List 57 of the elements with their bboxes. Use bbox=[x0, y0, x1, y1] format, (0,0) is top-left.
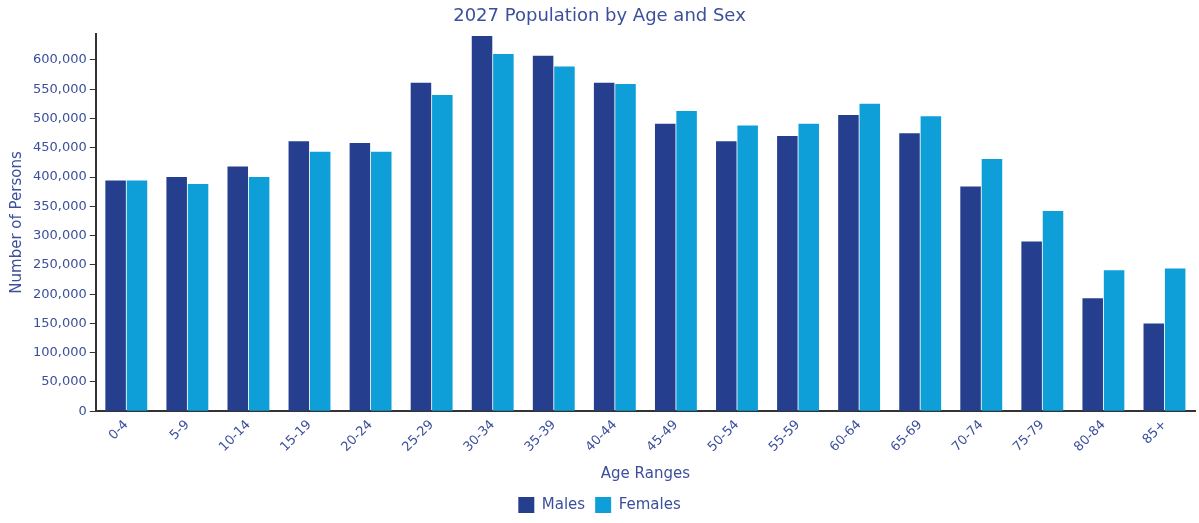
bar bbox=[859, 103, 881, 411]
y-tick-label: 300,000 bbox=[32, 226, 87, 242]
bar bbox=[1021, 241, 1042, 411]
bar bbox=[309, 151, 331, 411]
legend-label: Males bbox=[541, 494, 586, 513]
bar bbox=[126, 180, 148, 411]
bar bbox=[676, 110, 697, 411]
bar bbox=[105, 180, 126, 411]
y-tick-label: 550,000 bbox=[32, 80, 87, 96]
bar bbox=[288, 141, 310, 411]
bar bbox=[838, 114, 859, 411]
bar bbox=[1082, 298, 1103, 411]
y-tick-label: 150,000 bbox=[32, 314, 87, 330]
y-tick-label: 600,000 bbox=[32, 51, 87, 67]
bar bbox=[1164, 268, 1186, 411]
chart-title: 2027 Population by Age and Sex bbox=[453, 4, 747, 26]
y-tick-label: 200,000 bbox=[32, 285, 87, 301]
y-tick-label: 400,000 bbox=[32, 168, 87, 184]
bar bbox=[371, 151, 392, 411]
bar bbox=[1143, 323, 1165, 411]
bar bbox=[716, 141, 737, 411]
y-tick-label: 500,000 bbox=[32, 109, 87, 125]
y-tick-label: 350,000 bbox=[32, 197, 87, 213]
bar bbox=[227, 166, 248, 411]
bar bbox=[166, 177, 187, 411]
y-tick-label: 0 bbox=[78, 402, 87, 418]
y-axis-title: Number of Persons bbox=[6, 151, 25, 294]
bar bbox=[615, 83, 636, 411]
bar bbox=[1042, 211, 1064, 411]
x-axis-title: Age Ranges bbox=[600, 463, 691, 482]
bar bbox=[471, 35, 493, 411]
bar bbox=[349, 143, 371, 411]
bar bbox=[248, 177, 270, 411]
y-tick-label: 50,000 bbox=[41, 373, 87, 389]
bar bbox=[737, 125, 758, 411]
bar bbox=[554, 66, 575, 411]
bar bbox=[1103, 270, 1125, 411]
bar bbox=[593, 82, 615, 411]
bar bbox=[654, 123, 676, 411]
legend-label: Females bbox=[618, 494, 681, 513]
bar bbox=[981, 158, 1003, 411]
bar bbox=[532, 55, 554, 411]
x-tick-label: 5-9 bbox=[166, 416, 192, 443]
bar bbox=[410, 82, 432, 411]
bar bbox=[920, 116, 942, 411]
bar bbox=[777, 136, 798, 411]
bar bbox=[899, 133, 920, 411]
bar bbox=[187, 184, 209, 411]
bar bbox=[493, 54, 514, 411]
y-tick-label: 450,000 bbox=[32, 139, 87, 155]
bar bbox=[960, 186, 981, 411]
bar bbox=[432, 95, 453, 411]
y-tick-label: 100,000 bbox=[32, 344, 87, 360]
bar bbox=[798, 123, 819, 411]
y-tick-label: 250,000 bbox=[32, 256, 87, 272]
x-tick-label: 0-4 bbox=[105, 416, 131, 443]
x-tick-label: 85+ bbox=[1138, 416, 1169, 447]
